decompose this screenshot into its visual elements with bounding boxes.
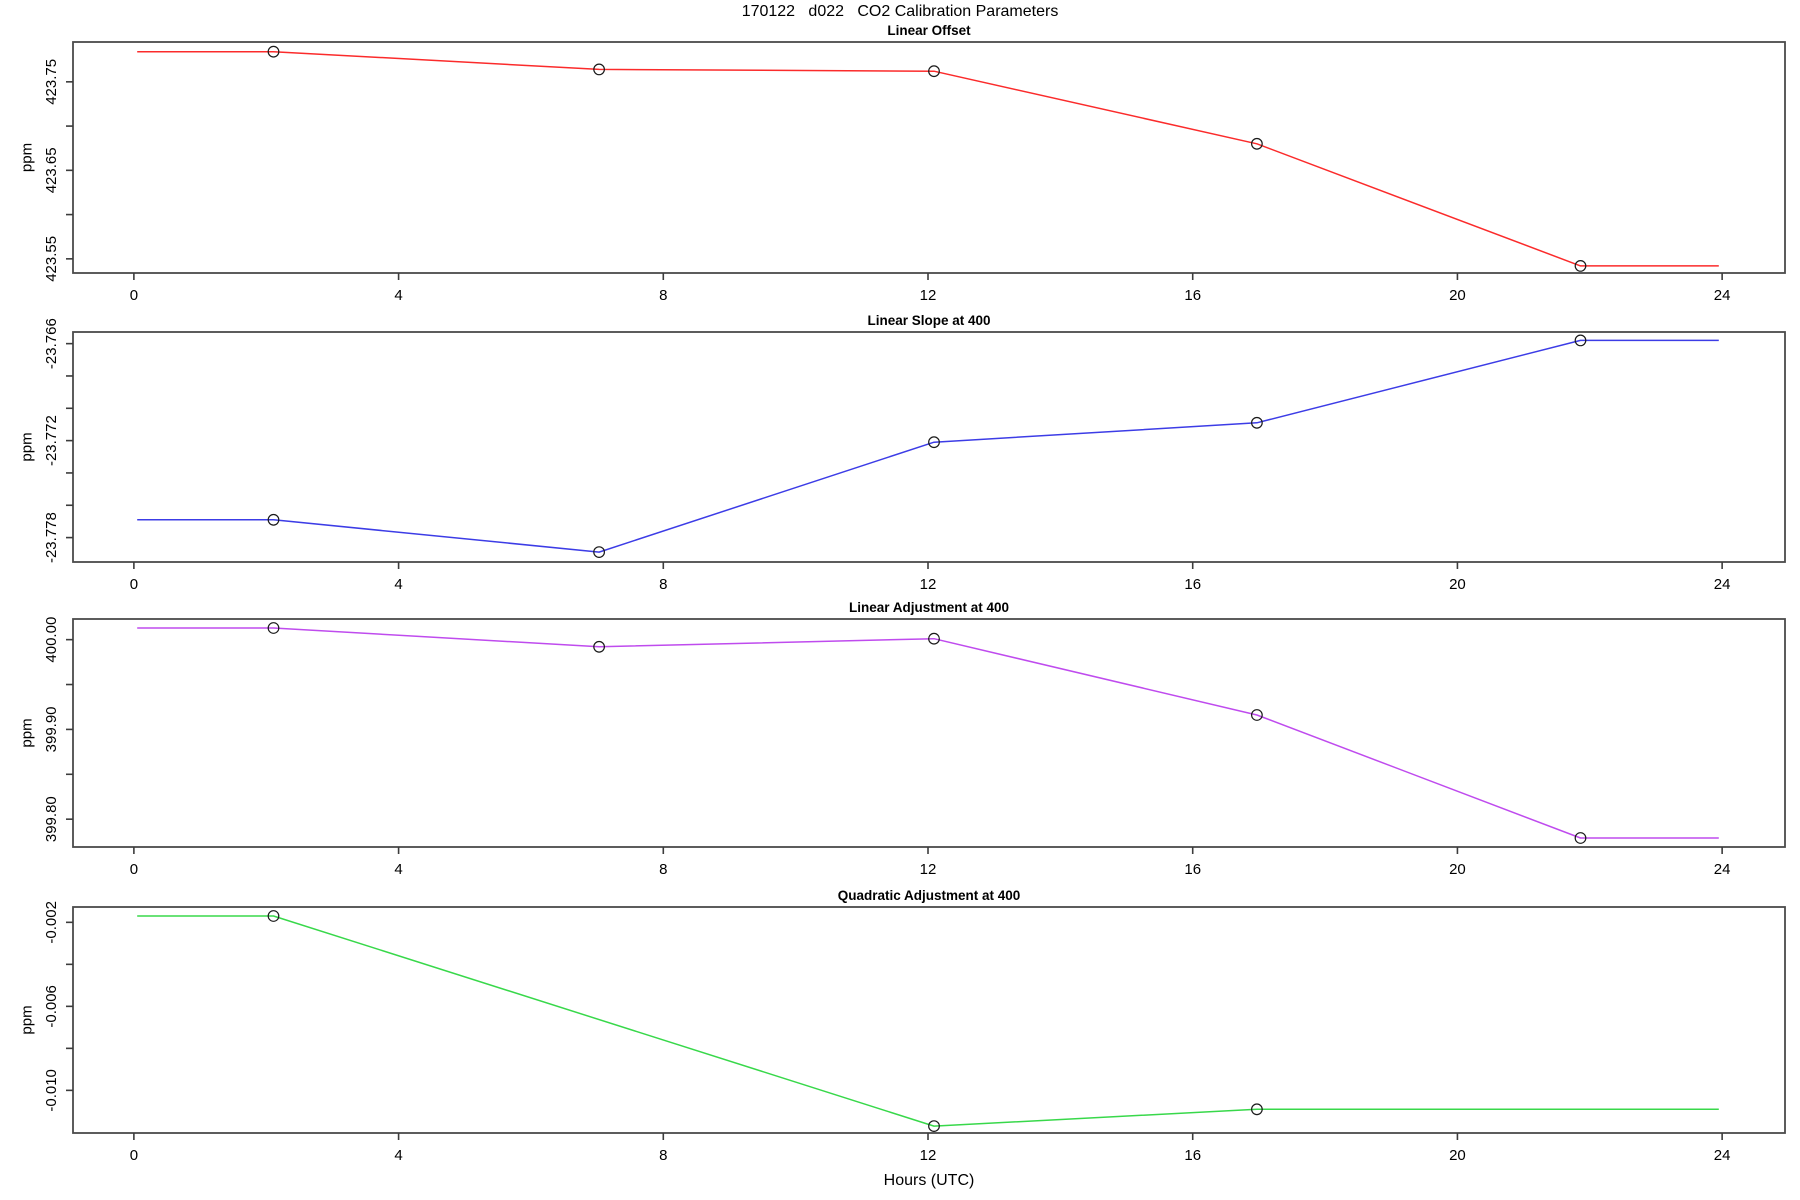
x-tick-label: 4 <box>394 287 402 304</box>
series-line <box>137 915 1719 1127</box>
x-tick-label: 20 <box>1449 287 1466 304</box>
x-tick-label: 20 <box>1449 861 1466 878</box>
y-axis-unit-label: ppm <box>18 718 35 747</box>
data-point-marker <box>1574 832 1587 844</box>
data-point-marker <box>593 63 605 76</box>
data-point-marker <box>267 513 280 526</box>
x-tick-label: 8 <box>659 861 667 878</box>
y-axis-unit-label: ppm <box>18 143 35 172</box>
y-tick-label: 423.55 <box>43 236 60 282</box>
x-tick-label: 24 <box>1714 861 1731 878</box>
y-tick-label: -0.010 <box>43 1069 60 1112</box>
x-tick-label: 16 <box>1184 287 1201 304</box>
x-tick-label: 16 <box>1184 1147 1201 1164</box>
panel-title: Linear Slope at 400 <box>867 313 990 328</box>
x-tick-label: 0 <box>130 861 138 878</box>
x-tick-label: 8 <box>659 287 667 304</box>
x-tick-label: 24 <box>1714 287 1731 304</box>
data-point-marker <box>1250 709 1263 721</box>
y-tick-label: -0.006 <box>43 985 60 1028</box>
x-tick-label: 24 <box>1714 1147 1731 1164</box>
data-point-marker <box>928 65 940 78</box>
x-tick-label: 16 <box>1184 861 1201 878</box>
plot-box <box>72 331 1786 563</box>
data-point-marker <box>267 622 280 634</box>
x-tick-label: 16 <box>1184 576 1201 593</box>
x-tick-label: 4 <box>394 1147 402 1164</box>
x-tick-label: 12 <box>920 861 937 878</box>
y-axis-unit-label: ppm <box>18 1005 35 1034</box>
panel-linear-adjustment-at-400: Linear Adjustment at 400 399.80 399.90 400.… <box>18 600 1786 878</box>
x-tick-label: 12 <box>920 576 937 593</box>
panel-quadratic-adjustment-at-400: Quadratic Adjustment at 400 -0.010 -0.006 -… <box>18 888 1786 1189</box>
series-line <box>137 339 1719 553</box>
y-tick-label: 399.90 <box>43 706 60 752</box>
y-tick-label: -0.002 <box>43 901 60 944</box>
data-point-marker <box>593 640 605 653</box>
panel-title: Linear Offset <box>887 23 971 38</box>
y-tick-label: -23.778 <box>43 512 60 563</box>
plot-box <box>72 41 1786 274</box>
data-point-marker <box>928 632 940 645</box>
x-tick-label: 8 <box>659 576 667 593</box>
data-point-marker <box>1574 260 1587 272</box>
data-point-marker <box>267 910 280 922</box>
data-point-marker <box>1250 416 1263 429</box>
x-tick-label: 0 <box>130 287 138 304</box>
y-tick-label: -23.772 <box>43 415 60 466</box>
x-tick-label: 20 <box>1449 1147 1466 1164</box>
x-tick-label: 20 <box>1449 576 1466 593</box>
x-tick-label: 4 <box>394 861 402 878</box>
data-point-marker <box>928 1120 940 1132</box>
y-tick-label: 400.00 <box>43 617 60 663</box>
data-point-marker <box>1250 1103 1263 1116</box>
x-tick-label: 0 <box>130 576 138 593</box>
x-tick-label: 12 <box>920 287 937 304</box>
chart-title: 170122 d022 CO2 Calibration Parameters <box>741 3 1059 20</box>
data-point-marker <box>1574 334 1587 347</box>
y-axis-unit-label: ppm <box>18 432 35 461</box>
data-point-marker <box>267 45 280 58</box>
x-axis-label: Hours (UTC) <box>884 1172 975 1189</box>
series-line <box>137 50 1719 267</box>
x-tick-label: 24 <box>1714 576 1731 593</box>
x-tick-label: 8 <box>659 1147 667 1164</box>
y-tick-label: 423.65 <box>43 147 60 193</box>
plot-box <box>72 906 1786 1134</box>
series-line <box>137 627 1719 839</box>
data-point-marker <box>1250 137 1263 150</box>
plot-box <box>72 618 1786 848</box>
y-tick-label: 399.80 <box>43 796 60 842</box>
x-tick-label: 4 <box>394 576 402 593</box>
panel-linear-offset: Linear Offset 423.55 423.65 423.75 ppm 0 4 8 12 1… <box>18 23 1786 304</box>
data-point-marker <box>593 546 605 558</box>
data-point-marker <box>928 436 940 449</box>
panel-linear-slope-at-400: Linear Slope at 400 -23.778 -23.772 -23.766… <box>18 313 1786 593</box>
panel-title: Linear Adjustment at 400 <box>849 600 1009 615</box>
x-tick-label: 0 <box>130 1147 138 1164</box>
panel-title: Quadratic Adjustment at 400 <box>838 888 1021 903</box>
x-tick-label: 12 <box>920 1147 937 1164</box>
y-tick-label: 423.75 <box>43 59 60 105</box>
y-tick-label: -23.766 <box>43 318 60 369</box>
